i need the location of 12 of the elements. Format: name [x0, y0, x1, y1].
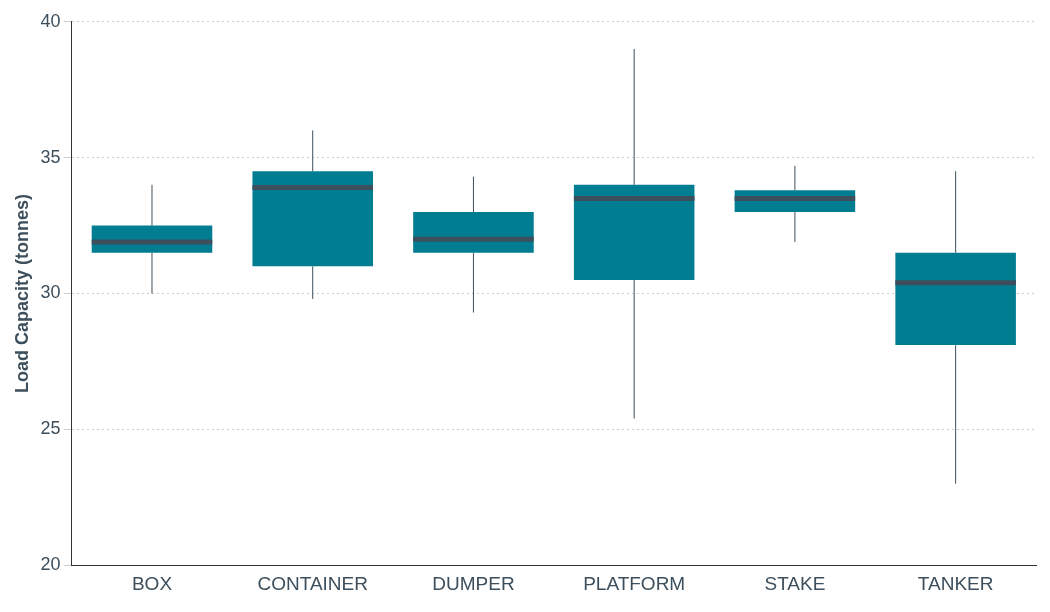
y-tick-label: 40 [40, 10, 61, 31]
y-tick-label: 35 [40, 146, 61, 167]
y-tick-label: 20 [40, 554, 61, 575]
y-axis-title: Load Capacity (tonnes) [11, 193, 32, 394]
x-tick-label: STAKE [764, 572, 826, 594]
x-tick-label: DUMPER [432, 572, 515, 594]
x-tick-label: CONTAINER [257, 572, 368, 594]
x-tick-label: TANKER [917, 572, 994, 594]
y-tick-label: 30 [40, 282, 61, 303]
x-tick-label: BOX [131, 572, 173, 594]
x-tick-label: PLATFORM [583, 572, 686, 594]
y-tick-label: 25 [40, 418, 61, 439]
